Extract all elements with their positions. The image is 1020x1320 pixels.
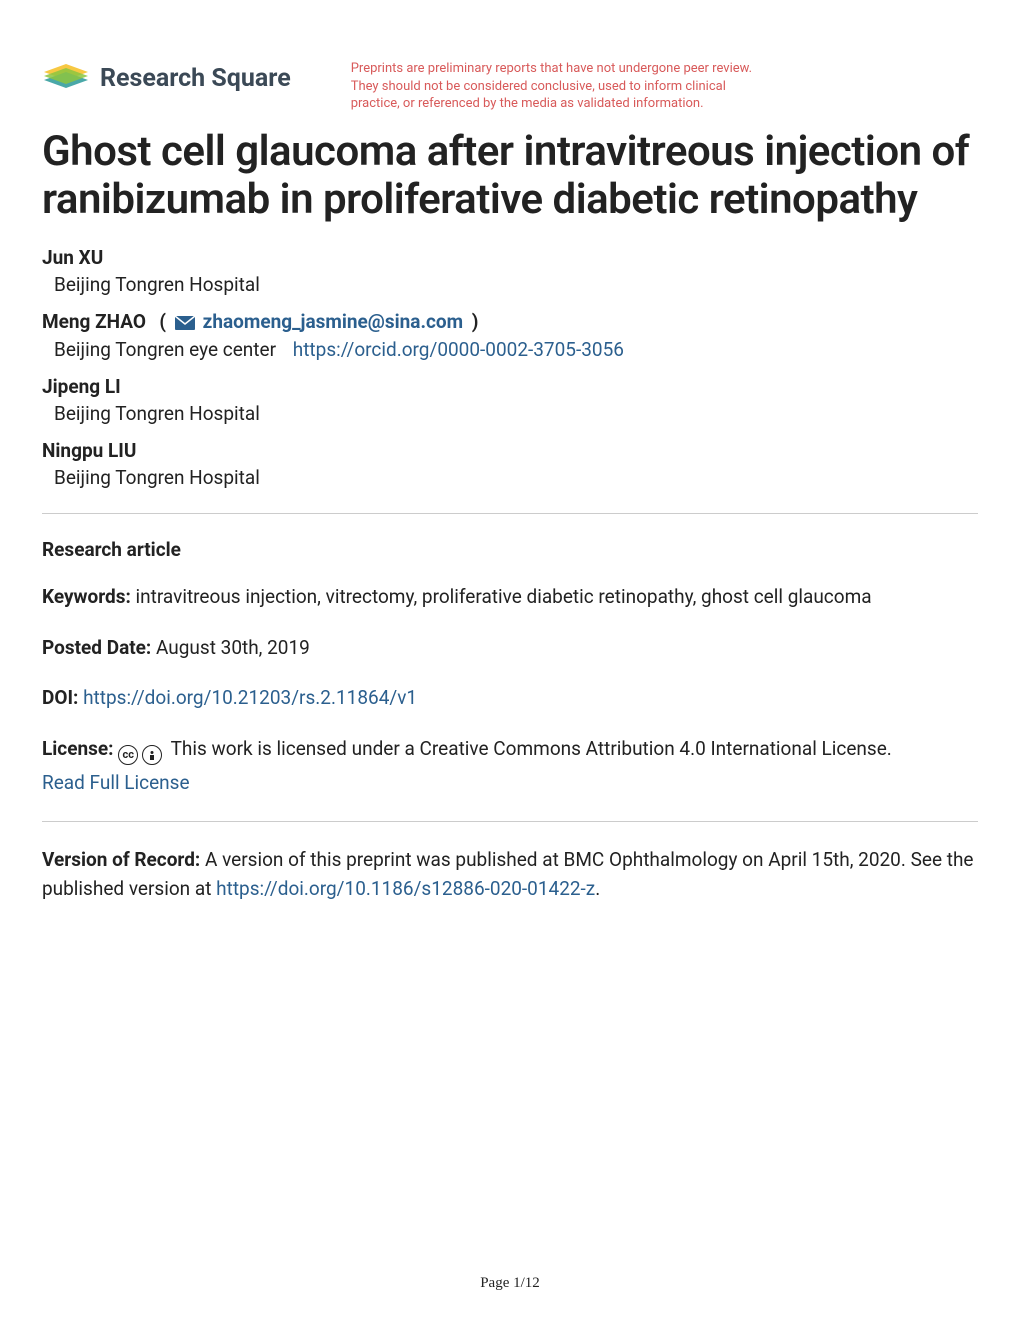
author-affiliation: Beijing Tongren eye center https://orcid… [42,338,978,361]
page-number: Page 1/12 [480,1275,540,1292]
author-block-3: Jipeng LI Beijing Tongren Hospital [42,375,978,425]
author-affiliation: Beijing Tongren Hospital [42,273,978,296]
orcid-link[interactable]: https://orcid.org/0000-0002-3705-3056 [293,338,624,361]
divider [42,513,978,514]
license-label: License: [42,737,114,760]
author-name: Ningpu LIU [42,439,978,462]
license-row: License: cc This work is licensed under … [42,735,978,798]
author-email-link[interactable]: zhaomeng_jasmine@sina.com [203,310,463,333]
license-text: This work is licensed under a Creative C… [171,737,892,760]
email-icon [175,315,195,334]
keywords-label: Keywords: [42,585,131,608]
vor-period: . [595,877,600,900]
header-row: Research Square Preprints are preliminar… [42,60,978,113]
email-open-paren: ( [150,310,171,333]
posted-date-row: Posted Date: August 30th, 2019 [42,634,978,663]
by-icon [142,745,162,765]
vor-link[interactable]: https://doi.org/10.1186/s12886-020-01422… [216,877,595,900]
author-name: Jipeng LI [42,375,978,398]
paper-title: Ghost cell glaucoma after intravitreous … [42,128,978,225]
posted-date-value: August 30th, 2019 [156,636,310,659]
cc-icon: cc [118,745,138,765]
author-name: Jun XU [42,246,978,269]
license-icons: cc [118,745,162,765]
doi-link[interactable]: https://doi.org/10.21203/rs.2.11864/v1 [83,686,417,709]
disclaimer-text: Preprints are preliminary reports that h… [351,60,771,113]
doi-label: DOI: [42,686,78,709]
version-of-record-row: Version of Record: A version of this pre… [42,846,978,903]
brand-name: Research Square [100,64,291,93]
author-block-2: Meng ZHAO ( zhaomeng_jasmine@sina.com ) … [42,310,978,361]
author-block-1: Jun XU Beijing Tongren Hospital [42,246,978,296]
author-affiliation: Beijing Tongren Hospital [42,466,978,489]
author-block-4: Ningpu LIU Beijing Tongren Hospital [42,439,978,489]
logo-mark-icon [42,60,90,96]
doi-row: DOI: https://doi.org/10.21203/rs.2.11864… [42,684,978,713]
license-link[interactable]: Read Full License [42,769,978,798]
article-type: Research article [42,538,978,561]
keywords-value: intravitreous injection, vitrectomy, pro… [136,585,872,608]
affiliation-text: Beijing Tongren eye center [54,338,276,361]
author-affiliation: Beijing Tongren Hospital [42,402,978,425]
logo[interactable]: Research Square [42,60,291,96]
posted-date-label: Posted Date: [42,636,151,659]
keywords-row: Keywords: intravitreous injection, vitre… [42,583,978,612]
divider [42,821,978,822]
email-close-paren: ) [467,310,478,333]
author-name: Meng ZHAO [42,310,146,333]
vor-label: Version of Record: [42,848,200,871]
